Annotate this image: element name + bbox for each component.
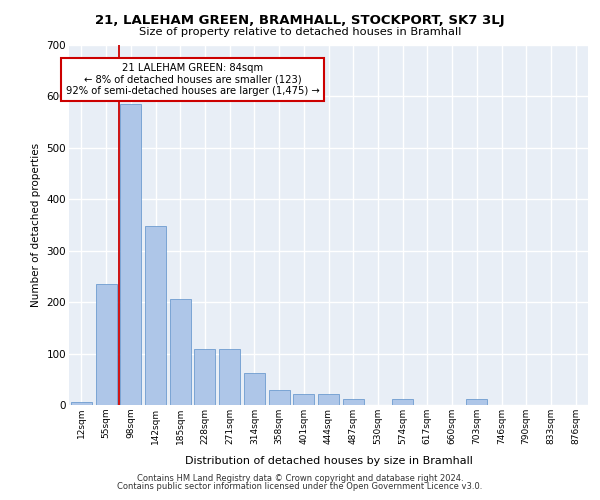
Bar	[95, 284, 116, 405]
Bar	[244, 373, 265, 405]
Text: Contains HM Land Registry data © Crown copyright and database right 2024.: Contains HM Land Registry data © Crown c…	[137, 474, 463, 483]
Bar	[71, 402, 92, 405]
Text: 21, LALEHAM GREEN, BRAMHALL, STOCKPORT, SK7 3LJ: 21, LALEHAM GREEN, BRAMHALL, STOCKPORT, …	[95, 14, 505, 27]
Bar	[318, 394, 339, 405]
Text: Size of property relative to detached houses in Bramhall: Size of property relative to detached ho…	[139, 27, 461, 37]
Bar	[343, 399, 364, 405]
Bar	[194, 350, 215, 405]
Bar	[170, 298, 191, 405]
Bar	[293, 394, 314, 405]
Y-axis label: Number of detached properties: Number of detached properties	[31, 143, 41, 307]
Bar	[466, 399, 487, 405]
Text: Contains public sector information licensed under the Open Government Licence v3: Contains public sector information licen…	[118, 482, 482, 491]
Text: 21 LALEHAM GREEN: 84sqm
← 8% of detached houses are smaller (123)
92% of semi-de: 21 LALEHAM GREEN: 84sqm ← 8% of detached…	[65, 63, 319, 96]
Bar	[145, 226, 166, 405]
Bar	[219, 350, 240, 405]
Bar	[269, 390, 290, 405]
Bar	[120, 104, 141, 405]
Bar	[392, 399, 413, 405]
Text: Distribution of detached houses by size in Bramhall: Distribution of detached houses by size …	[185, 456, 473, 466]
